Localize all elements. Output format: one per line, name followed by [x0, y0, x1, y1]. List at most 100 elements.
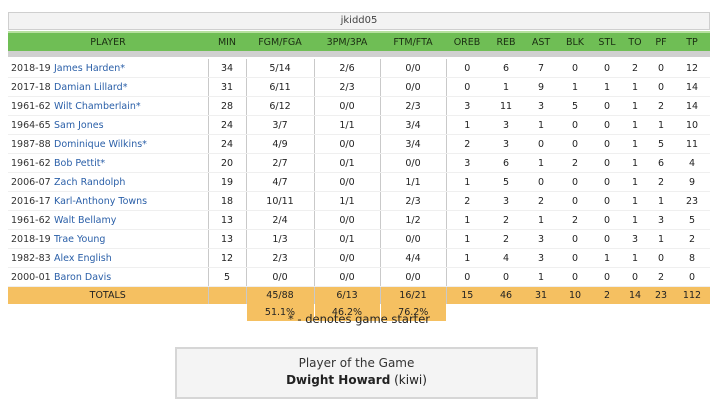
stat-to: 1	[622, 210, 648, 230]
player-row: 1964-65 Sam Jones 24 3/7 1/1 3/4 1 3 1 0 0 1 1 10	[8, 115, 710, 135]
col-min: MIN	[208, 31, 246, 51]
player-name-link[interactable]: Walt Bellamy	[54, 214, 117, 226]
totals-to: 14	[622, 286, 648, 304]
stat-oreb: 1	[445, 248, 488, 268]
percentage-row: 51.1% 46.2% 76.2%	[8, 304, 710, 321]
stat-stl: 0	[592, 115, 622, 135]
stat-ast: 3	[524, 248, 558, 268]
stat-3pm-3pa: 2/6	[313, 58, 380, 78]
player-cell: 1961-62 Bob Pettit*	[8, 153, 208, 173]
player-name-link[interactable]: Wilt Chamberlain*	[54, 100, 141, 112]
stat-pf: 5	[648, 134, 674, 154]
col-ftm-fta: FTM/FTA	[380, 31, 446, 51]
stat-min: 19	[207, 172, 246, 192]
stat-ast: 9	[524, 77, 558, 97]
potg-name[interactable]: Dwight Howard	[286, 373, 391, 387]
stat-stl: 0	[592, 58, 622, 78]
stat-fgm-fga: 5/14	[245, 58, 314, 78]
totals-min	[207, 286, 246, 304]
player-season: 2018-19	[11, 62, 51, 74]
totals-blk: 10	[558, 286, 592, 304]
player-cell: 2018-19 Trae Young	[8, 229, 208, 249]
stat-3pm-3pa: 0/0	[313, 210, 380, 230]
stat-reb: 0	[488, 267, 524, 287]
player-name-link[interactable]: Alex English	[54, 252, 112, 264]
stat-ast: 1	[524, 115, 558, 135]
stat-min: 18	[207, 191, 246, 211]
stat-ast: 3	[524, 96, 558, 116]
stat-stl: 1	[592, 248, 622, 268]
stat-pf: 0	[648, 58, 674, 78]
stat-ftm-fta: 0/0	[379, 267, 446, 287]
player-name-link[interactable]: Bob Pettit*	[54, 157, 106, 169]
3p-pct: 46.2%	[313, 304, 380, 321]
stat-to: 2	[622, 58, 648, 78]
stat-blk: 0	[558, 58, 592, 78]
player-name-link[interactable]: Sam Jones	[54, 119, 104, 131]
stat-fgm-fga: 2/4	[245, 210, 314, 230]
stat-min: 20	[207, 153, 246, 173]
stat-stl: 0	[592, 134, 622, 154]
stat-blk: 2	[558, 210, 592, 230]
stat-ftm-fta: 2/3	[379, 191, 446, 211]
stat-oreb: 0	[445, 267, 488, 287]
player-row: 1961-62 Wilt Chamberlain* 28 6/12 0/0 2/3 3 11 3…	[8, 96, 710, 116]
stat-stl: 0	[592, 229, 622, 249]
stat-to: 1	[622, 96, 648, 116]
player-cell: 2017-18 Damian Lillard*	[8, 77, 208, 97]
col-stl: STL	[592, 31, 622, 51]
stat-ast: 1	[524, 210, 558, 230]
stat-pf: 2	[648, 172, 674, 192]
totals-3p: 6/13	[313, 286, 380, 304]
stat-ftm-fta: 2/3	[379, 96, 446, 116]
stat-to: 1	[622, 153, 648, 173]
stat-to: 1	[622, 115, 648, 135]
player-row: 2017-18 Damian Lillard* 31 6/11 2/3 0/0 0 1 9 1 1 1…	[8, 77, 710, 97]
stat-ftm-fta: 0/0	[379, 153, 446, 173]
col-fgm-fga: FGM/FGA	[246, 31, 314, 51]
col-reb: REB	[488, 31, 524, 51]
stat-tp: 4	[674, 153, 710, 173]
stat-reb: 6	[488, 58, 524, 78]
stat-reb: 1	[488, 77, 524, 97]
player-name-link[interactable]: James Harden*	[54, 62, 126, 74]
stat-pf: 1	[648, 229, 674, 249]
totals-reb: 46	[488, 286, 524, 304]
stat-reb: 3	[488, 115, 524, 135]
stat-fgm-fga: 4/7	[245, 172, 314, 192]
player-cell: 2016-17 Karl-Anthony Towns	[8, 191, 208, 211]
stat-ast: 1	[524, 267, 558, 287]
stat-fgm-fga: 1/3	[245, 229, 314, 249]
stat-stl: 0	[592, 210, 622, 230]
stat-pf: 1	[648, 191, 674, 211]
player-row: 2016-17 Karl-Anthony Towns 18 10/11 1/1 2/3 2 3…	[8, 191, 710, 211]
stat-3pm-3pa: 1/1	[313, 191, 380, 211]
player-name-link[interactable]: Zach Randolph	[54, 176, 126, 188]
totals-tp: 112	[674, 286, 710, 304]
player-cell: 2018-19 James Harden*	[8, 58, 208, 78]
stat-ftm-fta: 0/0	[379, 229, 446, 249]
totals-fg: 45/88	[245, 286, 314, 304]
player-row: 2018-19 Trae Young 13 1/3 0/1 0/0 1 2 3 0 0 3 1 2	[8, 229, 710, 249]
col-player: PLAYER	[8, 31, 208, 51]
player-season: 2000-01	[11, 271, 51, 283]
player-season: 1961-62	[11, 100, 51, 112]
player-name-link[interactable]: Trae Young	[54, 233, 106, 245]
player-row: 1987-88 Dominique Wilkins* 24 4/9 0/0 3/4 2 3 0 0…	[8, 134, 710, 154]
stat-oreb: 1	[445, 210, 488, 230]
player-name-link[interactable]: Baron Davis	[54, 271, 112, 283]
fg-pct: 51.1%	[245, 304, 314, 321]
stat-reb: 11	[488, 96, 524, 116]
player-row: 1961-62 Bob Pettit* 20 2/7 0/1 0/0 3 6 1 2 0 1 6 4	[8, 153, 710, 173]
player-name-link[interactable]: Damian Lillard*	[54, 81, 128, 93]
player-name-link[interactable]: Karl-Anthony Towns	[54, 195, 148, 207]
player-cell: 1987-88 Dominique Wilkins*	[8, 134, 208, 154]
stat-min: 24	[207, 134, 246, 154]
player-name-link[interactable]: Dominique Wilkins*	[54, 138, 147, 150]
stat-blk: 0	[558, 172, 592, 192]
stat-tp: 10	[674, 115, 710, 135]
stat-3pm-3pa: 0/0	[313, 134, 380, 154]
stat-oreb: 2	[445, 134, 488, 154]
stat-tp: 9	[674, 172, 710, 192]
player-cell: 2006-07 Zach Randolph	[8, 172, 208, 192]
